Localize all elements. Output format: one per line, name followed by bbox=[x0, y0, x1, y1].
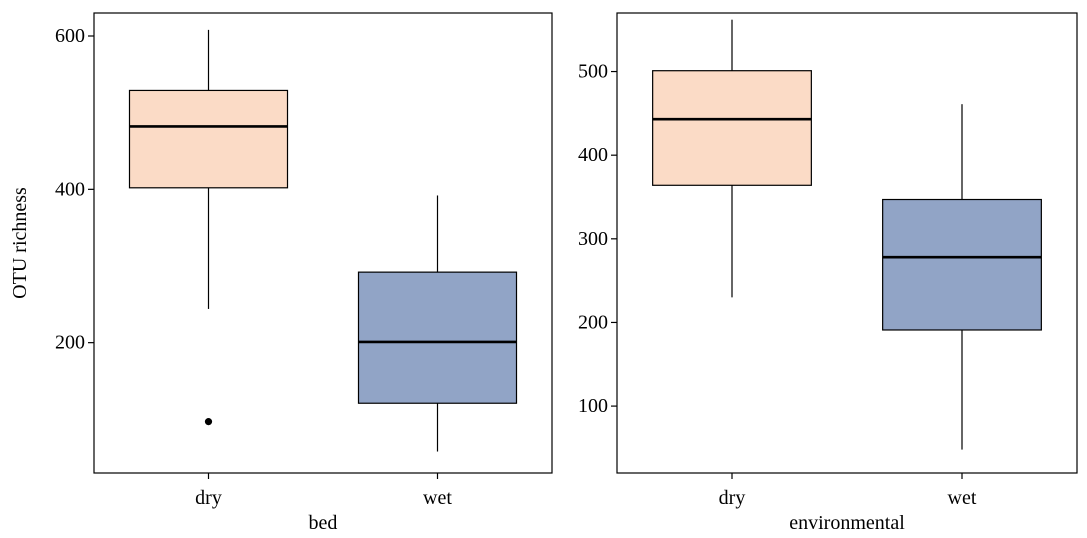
x-tick-label-wet: wet bbox=[423, 487, 452, 509]
x-tick-label-wet: wet bbox=[948, 487, 977, 509]
box-dry bbox=[652, 70, 812, 186]
x-tick-label-dry: dry bbox=[719, 487, 746, 509]
outlier-point-dry bbox=[204, 418, 213, 426]
y-axis-title: OTU richness bbox=[9, 187, 31, 299]
y-tick-label: 200 bbox=[55, 332, 85, 354]
y-tick-label: 500 bbox=[578, 61, 608, 83]
box-dry bbox=[128, 89, 289, 189]
x-tick-label-dry: dry bbox=[195, 487, 222, 509]
box-wet bbox=[357, 271, 518, 404]
box-wet bbox=[882, 198, 1042, 331]
y-tick-label: 200 bbox=[578, 311, 608, 333]
x-axis-title: environmental bbox=[789, 512, 905, 533]
y-tick-label: 400 bbox=[578, 144, 608, 166]
panel-frame-2 bbox=[616, 12, 1078, 474]
x-axis-title: bed bbox=[309, 512, 338, 533]
y-tick-label: 100 bbox=[578, 395, 608, 417]
y-tick-label: 400 bbox=[55, 178, 85, 200]
y-tick-label: 600 bbox=[55, 25, 85, 47]
panel-frame-1 bbox=[93, 12, 553, 474]
y-tick-label: 300 bbox=[578, 228, 608, 250]
